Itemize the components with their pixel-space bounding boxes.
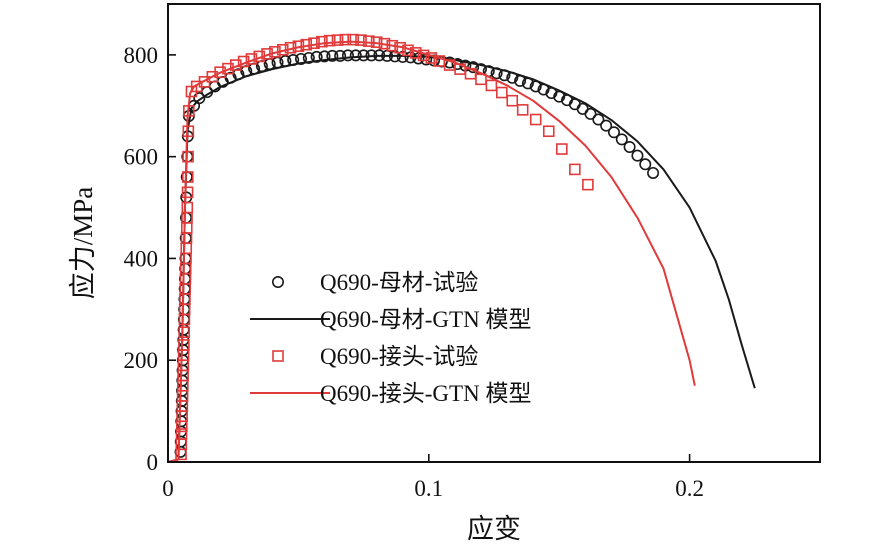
data-point xyxy=(475,73,487,86)
y-tick-label: 400 xyxy=(124,246,159,271)
data-point xyxy=(318,50,331,63)
data-point xyxy=(310,50,323,63)
data-point xyxy=(193,92,206,105)
legend-marker-swatch xyxy=(272,350,284,362)
data-point xyxy=(302,51,315,64)
data-point xyxy=(339,33,352,46)
series-layer xyxy=(167,33,756,463)
data-point xyxy=(214,66,226,78)
x-axis-label: 应变 xyxy=(467,514,521,544)
y-tick-label: 200 xyxy=(124,348,159,373)
legend-label: Q690-母材-试验 xyxy=(320,270,478,295)
data-point xyxy=(584,107,597,120)
data-point xyxy=(178,326,190,339)
series-3 xyxy=(167,40,696,463)
x-tick-label: 0.1 xyxy=(414,476,443,501)
data-point xyxy=(496,86,508,99)
data-point xyxy=(485,79,498,92)
data-point xyxy=(180,242,193,255)
x-tick-label: 0 xyxy=(162,476,174,501)
data-point xyxy=(623,140,636,153)
y-tick-label: 0 xyxy=(147,450,159,475)
data-point xyxy=(178,272,191,285)
axis-ticks: 0 0.1 0.2 0 200 400 600 800 xyxy=(124,43,704,501)
data-point xyxy=(506,94,519,107)
data-point xyxy=(177,313,190,326)
data-point xyxy=(178,339,190,351)
data-point xyxy=(639,158,652,171)
data-point xyxy=(179,252,192,265)
data-point xyxy=(363,35,375,47)
data-point xyxy=(177,323,190,336)
data-point xyxy=(326,49,339,62)
data-point xyxy=(355,34,367,46)
y-axis-label: 应力/MPa xyxy=(68,187,98,300)
data-point xyxy=(592,113,605,126)
data-point xyxy=(516,104,529,116)
data-point xyxy=(331,34,344,46)
data-point xyxy=(349,49,362,62)
legend-label: Q690-接头-GTN 模型 xyxy=(320,381,531,406)
data-point xyxy=(607,126,620,139)
data-point xyxy=(179,262,192,275)
data-point xyxy=(334,49,347,62)
data-point xyxy=(178,293,191,306)
legend-label: Q690-接头-试验 xyxy=(320,344,478,369)
data-point xyxy=(182,171,194,183)
data-point xyxy=(529,113,542,126)
data-point xyxy=(615,133,628,146)
plot-frame xyxy=(167,3,821,463)
data-point xyxy=(647,166,660,179)
data-point xyxy=(178,303,191,316)
data-point xyxy=(341,49,354,62)
data-point xyxy=(182,150,194,163)
data-point xyxy=(631,149,644,162)
legend-label: Q690-母材-GTN 模型 xyxy=(320,307,531,332)
legend-marker-swatch xyxy=(271,275,284,288)
series-line xyxy=(167,40,696,463)
y-tick-label: 800 xyxy=(124,43,159,68)
data-point xyxy=(569,163,581,176)
data-point xyxy=(582,178,594,191)
data-point xyxy=(600,119,613,132)
x-tick-label: 0.2 xyxy=(675,476,704,501)
data-point xyxy=(180,222,193,234)
legend: Q690-母材-试验 Q690-母材-GTN 模型 Q690-接头-试验 Q690-接… xyxy=(250,270,531,406)
data-point xyxy=(181,201,194,214)
data-point xyxy=(542,125,555,138)
data-point xyxy=(175,428,188,440)
data-point xyxy=(316,35,328,48)
data-point xyxy=(347,33,359,46)
data-point xyxy=(181,186,194,199)
data-point xyxy=(182,125,195,138)
data-point xyxy=(178,282,191,295)
y-tick-label: 600 xyxy=(124,145,159,170)
data-point xyxy=(323,34,336,47)
data-point xyxy=(556,143,568,155)
